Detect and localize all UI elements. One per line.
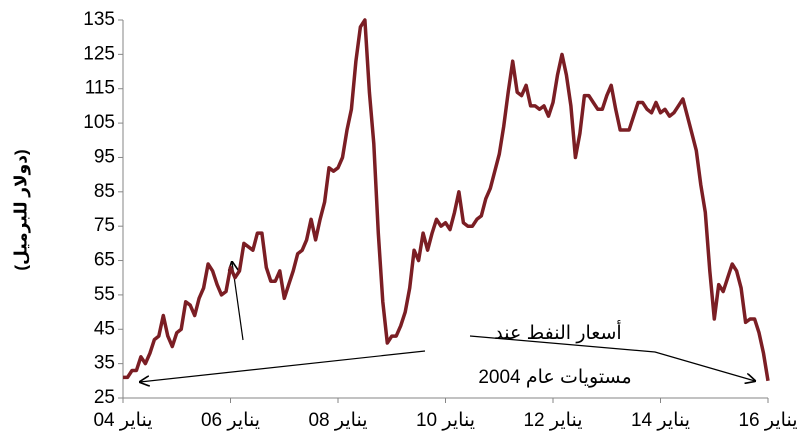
y-axis-label: (دولار للبرميل) [11,149,31,270]
x-tick-label: يناير 06 [201,410,260,431]
y-tick-label: 65 [94,250,115,271]
y-tick-label: 125 [83,43,115,64]
y-tick-label: 45 [94,318,115,339]
annotation: أسعار النفط عند [494,320,621,344]
line-series [123,18,770,382]
arrow [469,335,755,381]
y-tick-label: 115 [85,78,115,99]
x-tick-label: يناير 04 [93,410,152,431]
x-tick-label: يناير 12 [523,410,582,431]
y-tick-label: 135 [83,9,115,30]
y-tick-label: 35 [94,353,115,374]
y-tick-label: 85 [94,181,115,202]
y-tick-label: 95 [94,146,115,167]
x-tick-label: يناير 10 [416,410,475,431]
y-tick-label: 25 [94,387,115,408]
x-tick-label: يناير 16 [738,410,797,431]
annotation: مستويات عام 2004 [478,367,631,388]
arrow [140,350,426,382]
y-tick-label: 105 [83,112,115,133]
y-tick-label: 75 [94,215,115,236]
y-tick-label: 55 [94,284,115,305]
x-tick-label: يناير 08 [308,410,367,431]
x-tick-label: يناير 14 [631,410,690,431]
